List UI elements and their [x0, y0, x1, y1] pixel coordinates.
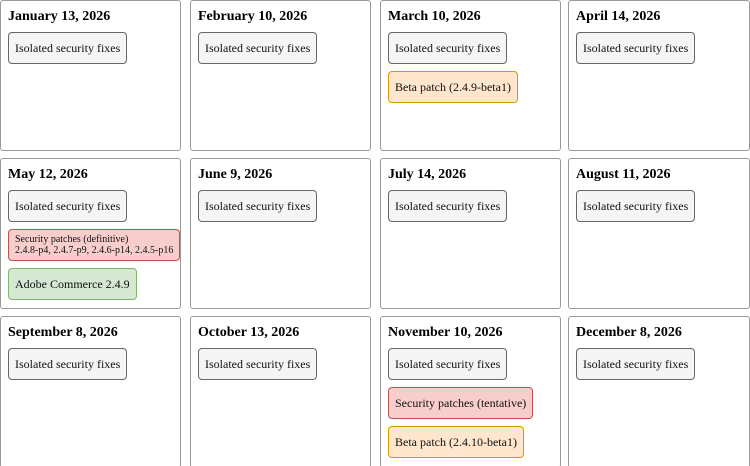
- release-item: Isolated security fixes: [198, 348, 318, 380]
- month-title: October 13, 2026: [198, 325, 300, 340]
- month-title: June 9, 2026: [198, 167, 273, 182]
- item-label: Isolated security fixes: [583, 356, 689, 371]
- month-title: April 14, 2026: [576, 9, 661, 24]
- item-label: Beta patch (2.4.9-beta1): [395, 79, 511, 94]
- month-card: December 8, 2026 Isolated security fixes: [568, 316, 750, 466]
- release-item: Adobe Commerce 2.4.9: [8, 268, 137, 300]
- month-card: July 14, 2026 Isolated security fixes: [380, 158, 561, 309]
- release-item: Isolated security fixes: [576, 348, 696, 380]
- item-label: Isolated security fixes: [583, 198, 689, 213]
- item-label: Isolated security fixes: [395, 198, 501, 213]
- release-item: Security patches (tentative): [388, 387, 534, 419]
- item-label: Isolated security fixes: [205, 40, 311, 55]
- release-item: Beta patch (2.4.9-beta1): [388, 71, 518, 103]
- month-title: May 12, 2026: [8, 167, 88, 182]
- month-title: February 10, 2026: [198, 9, 308, 24]
- release-item: Isolated security fixes: [388, 348, 508, 380]
- month-title: September 8, 2026: [8, 325, 118, 340]
- release-item: Isolated security fixes: [8, 32, 128, 64]
- item-label: Beta patch (2.4.10-beta1): [395, 434, 517, 449]
- item-label: Isolated security fixes: [205, 356, 311, 371]
- month-title: August 11, 2026: [576, 167, 671, 182]
- month-card: January 13, 2026 Isolated security fixes: [0, 0, 181, 151]
- item-label: Isolated security fixes: [15, 356, 121, 371]
- item-label: Isolated security fixes: [395, 40, 501, 55]
- item-label: Isolated security fixes: [15, 198, 121, 213]
- release-item: Isolated security fixes: [576, 32, 696, 64]
- month-card: November 10, 2026 Isolated security fixes…: [380, 316, 561, 466]
- month-title: November 10, 2026: [388, 325, 503, 340]
- month-card: August 11, 2026 Isolated security fixes: [568, 158, 750, 309]
- month-card: March 10, 2026 Isolated security fixes Bet…: [380, 0, 561, 151]
- item-label: Isolated security fixes: [395, 356, 501, 371]
- month-card: April 14, 2026 Isolated security fixes: [568, 0, 750, 151]
- month-title: March 10, 2026: [388, 9, 481, 24]
- release-item: Isolated security fixes: [8, 348, 128, 380]
- release-item: Isolated security fixes: [388, 190, 508, 222]
- release-item: Isolated security fixes: [198, 32, 318, 64]
- month-card: September 8, 2026 Isolated security fixes: [0, 316, 181, 466]
- release-item: Isolated security fixes: [388, 32, 508, 64]
- month-card: February 10, 2026 Isolated security fixes: [190, 0, 371, 151]
- month-card: May 12, 2026 Isolated security fixes Secur…: [0, 158, 181, 309]
- month-title: January 13, 2026: [8, 9, 111, 24]
- release-item: Security patches (definitive) 2.4.8-p4, 2…: [8, 229, 181, 261]
- month-title: July 14, 2026: [388, 167, 467, 182]
- item-label: Adobe Commerce 2.4.9: [15, 276, 130, 291]
- item-label: Isolated security fixes: [205, 198, 311, 213]
- item-detail: 2.4.8-p4, 2.4.7-p9, 2.4.6-p14, 2.4.5-p16: [15, 245, 174, 256]
- item-label: Security patches (tentative): [395, 395, 527, 410]
- month-card: June 9, 2026 Isolated security fixes: [190, 158, 371, 309]
- release-item: Isolated security fixes: [198, 190, 318, 222]
- release-item: Beta patch (2.4.10-beta1): [388, 426, 524, 458]
- item-label: Isolated security fixes: [583, 40, 689, 55]
- release-item: Isolated security fixes: [576, 190, 696, 222]
- month-card: October 13, 2026 Isolated security fixes: [190, 316, 371, 466]
- month-title: December 8, 2026: [576, 325, 682, 340]
- item-label: Security patches (definitive): [15, 234, 129, 245]
- item-label: Isolated security fixes: [15, 40, 121, 55]
- release-item: Isolated security fixes: [8, 190, 128, 222]
